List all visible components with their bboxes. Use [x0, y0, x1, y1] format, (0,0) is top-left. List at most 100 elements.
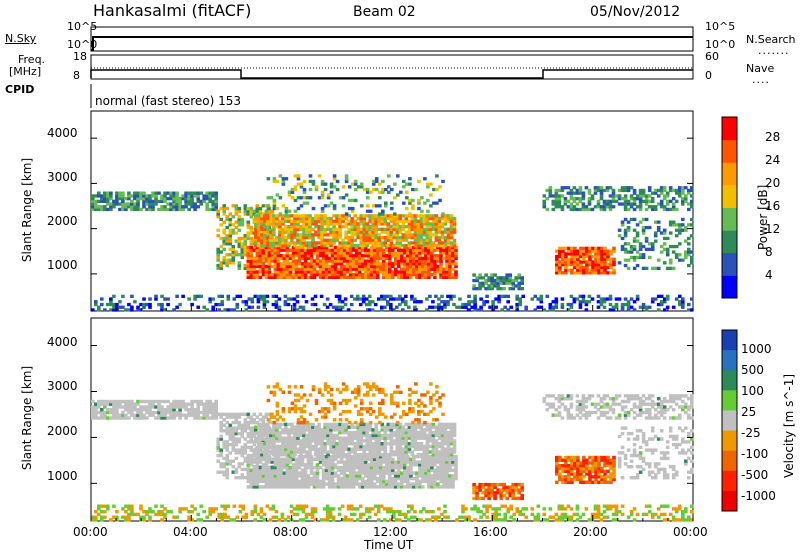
velocity-cell: [369, 479, 374, 484]
velocity-cell: [178, 416, 182, 420]
velocity-cell: [133, 408, 137, 412]
power-cell: [407, 222, 412, 226]
velocity-cell: [415, 474, 419, 478]
velocity-cell: [327, 479, 332, 484]
power-cell: [329, 244, 333, 248]
power-cell: [350, 233, 354, 237]
power-cell: [602, 188, 607, 193]
power-cell: [389, 308, 393, 312]
velocity-cell: [172, 402, 176, 406]
power-cell: [656, 302, 661, 307]
power-cell: [662, 197, 667, 201]
power-cell: [415, 273, 419, 277]
velocity-cell: [368, 428, 372, 432]
power-cell: [566, 205, 571, 209]
velocity-cell: [445, 474, 449, 478]
power-cell: [309, 256, 314, 260]
velocity-cell: [442, 474, 446, 478]
power-cell: [276, 262, 281, 266]
power-cell: [342, 275, 347, 279]
velocity-cell: [347, 450, 351, 454]
power-cell: [169, 205, 173, 209]
power-cell: [418, 256, 422, 260]
power-cell: [296, 227, 300, 231]
power-cell: [690, 261, 694, 265]
power-cell: [347, 214, 351, 218]
power-cell: [371, 179, 376, 184]
power-cell: [290, 222, 294, 226]
power-cell: [292, 308, 297, 312]
velocity-cell: [400, 476, 404, 481]
velocity-cell: [273, 460, 278, 464]
velocity-cell: [306, 485, 311, 489]
power-cell: [555, 263, 559, 267]
power-cell: [202, 199, 206, 203]
power-cell: [509, 305, 513, 309]
velocity-cell: [377, 444, 382, 449]
velocity-cell: [344, 447, 348, 451]
power-cell: [626, 302, 631, 307]
power-cell: [335, 227, 339, 231]
velocity-cell: [290, 447, 294, 451]
velocity-cell: [115, 410, 119, 415]
velocity-cell: [243, 467, 248, 472]
power-cell: [394, 254, 398, 258]
power-cell: [278, 214, 282, 218]
velocity-cell: [291, 476, 296, 481]
velocity-cell: [451, 485, 455, 489]
power-cell: [326, 193, 331, 197]
velocity-cell: [175, 399, 179, 404]
velocity-cell: [342, 479, 347, 484]
power-cell: [281, 177, 286, 181]
power-cell: [436, 256, 440, 260]
power-cell: [416, 241, 421, 245]
velocity-cell: [341, 453, 345, 457]
power-cell: [264, 264, 269, 269]
power-cell: [690, 255, 694, 260]
velocity-cell: [151, 413, 155, 417]
velocity-cell: [388, 485, 392, 489]
velocity-cell: [442, 482, 446, 486]
power-cell: [193, 194, 197, 198]
velocity-cell: [317, 450, 321, 454]
power-cell: [231, 253, 236, 257]
power-cell: [157, 207, 161, 212]
velocity-cell: [243, 442, 248, 447]
velocity-cell: [106, 408, 110, 412]
velocity-cell: [377, 453, 382, 457]
velocity-cell: [311, 431, 315, 435]
power-cell: [308, 227, 312, 231]
power-cell: [293, 222, 297, 226]
power-cell: [632, 228, 637, 232]
velocity-cell: [222, 429, 226, 433]
power-cell: [324, 264, 329, 269]
power-cell: [481, 276, 485, 280]
power-cell: [647, 305, 652, 309]
velocity-cell: [318, 457, 323, 461]
power-cell: [502, 278, 506, 283]
velocity-cell: [333, 485, 338, 489]
velocity-cell: [425, 450, 430, 454]
power-cell: [332, 185, 337, 189]
power-cell: [357, 256, 362, 260]
power-cell: [448, 251, 452, 255]
power-cell: [91, 202, 95, 206]
power-cell: [258, 264, 263, 269]
velocity-cell: [264, 485, 269, 489]
power-cell: [169, 202, 173, 206]
velocity-cell: [314, 431, 318, 435]
power-cell: [124, 207, 128, 212]
power-cell: [410, 241, 415, 245]
power-cell: [576, 271, 580, 275]
power-cell: [148, 302, 152, 307]
power-cell: [261, 254, 266, 258]
power-cell: [220, 302, 224, 307]
power-cell: [372, 270, 377, 274]
velocity-cell: [363, 471, 368, 475]
velocity-cell: [366, 457, 371, 461]
power-cell: [605, 188, 610, 193]
power-cell: [391, 251, 395, 255]
power-cell: [584, 205, 589, 209]
power-cell: [351, 273, 356, 277]
power-cell: [323, 214, 327, 218]
